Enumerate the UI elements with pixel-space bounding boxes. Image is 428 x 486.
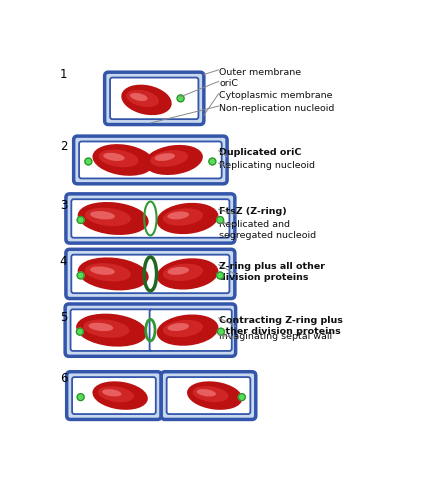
FancyBboxPatch shape <box>110 78 199 119</box>
Ellipse shape <box>103 153 125 161</box>
Text: FtsZ (Z-ring): FtsZ (Z-ring) <box>219 207 287 216</box>
Ellipse shape <box>163 208 203 226</box>
FancyBboxPatch shape <box>150 310 232 351</box>
Ellipse shape <box>83 319 129 338</box>
Ellipse shape <box>98 150 139 167</box>
Ellipse shape <box>163 264 203 281</box>
Ellipse shape <box>157 258 218 290</box>
Text: Outer membrane: Outer membrane <box>219 68 301 77</box>
Circle shape <box>217 328 224 335</box>
Circle shape <box>77 394 84 400</box>
FancyBboxPatch shape <box>105 72 204 124</box>
Ellipse shape <box>187 382 242 410</box>
Text: 6: 6 <box>59 372 67 385</box>
Ellipse shape <box>89 323 113 331</box>
Ellipse shape <box>102 389 122 397</box>
Ellipse shape <box>157 203 218 234</box>
Text: 1: 1 <box>59 68 67 81</box>
FancyBboxPatch shape <box>71 255 229 293</box>
Ellipse shape <box>193 386 229 402</box>
Circle shape <box>76 328 83 335</box>
FancyBboxPatch shape <box>71 310 153 351</box>
FancyBboxPatch shape <box>72 377 156 414</box>
FancyBboxPatch shape <box>74 136 227 184</box>
Text: Contracting Z-ring plus
other division proteins: Contracting Z-ring plus other division p… <box>219 315 343 336</box>
Text: Cytoplasmic membrane: Cytoplasmic membrane <box>219 91 333 101</box>
Ellipse shape <box>76 313 147 347</box>
Circle shape <box>177 95 184 102</box>
Text: Non-replication nucleoid: Non-replication nucleoid <box>219 104 335 113</box>
Ellipse shape <box>77 202 149 235</box>
Ellipse shape <box>150 150 188 167</box>
Ellipse shape <box>130 93 148 101</box>
FancyBboxPatch shape <box>79 141 222 178</box>
Circle shape <box>238 394 245 400</box>
Ellipse shape <box>167 323 189 331</box>
Text: Replicated and
segregated nucleoid: Replicated and segregated nucleoid <box>219 220 316 240</box>
FancyBboxPatch shape <box>71 199 229 238</box>
Ellipse shape <box>92 144 154 176</box>
Ellipse shape <box>85 208 131 226</box>
FancyBboxPatch shape <box>65 304 236 356</box>
Text: 4: 4 <box>59 255 67 268</box>
Circle shape <box>77 217 84 224</box>
Text: Replicating nucleoid: Replicating nucleoid <box>219 161 315 170</box>
FancyBboxPatch shape <box>166 377 250 414</box>
Ellipse shape <box>98 386 134 402</box>
Ellipse shape <box>92 382 148 410</box>
Ellipse shape <box>90 266 115 275</box>
Circle shape <box>217 217 223 224</box>
Circle shape <box>77 272 84 279</box>
Text: Z-ring plus all other
division proteins: Z-ring plus all other division proteins <box>219 262 325 282</box>
Ellipse shape <box>167 211 189 219</box>
Ellipse shape <box>196 389 216 397</box>
Text: Duplicated oriC: Duplicated oriC <box>219 148 302 157</box>
Ellipse shape <box>144 145 203 175</box>
FancyBboxPatch shape <box>66 194 235 243</box>
Ellipse shape <box>90 211 115 220</box>
FancyBboxPatch shape <box>67 372 161 419</box>
Text: 5: 5 <box>59 311 67 324</box>
Circle shape <box>209 158 216 165</box>
Text: Invaginating septal wall: Invaginating septal wall <box>219 332 333 342</box>
Ellipse shape <box>155 153 175 161</box>
FancyBboxPatch shape <box>161 372 256 419</box>
Ellipse shape <box>121 85 172 115</box>
Circle shape <box>85 158 92 165</box>
Text: 3: 3 <box>59 199 67 212</box>
Circle shape <box>217 272 223 279</box>
Ellipse shape <box>126 90 159 107</box>
Ellipse shape <box>85 263 131 281</box>
Ellipse shape <box>167 267 189 275</box>
Ellipse shape <box>157 314 218 346</box>
Text: oriC: oriC <box>219 79 238 88</box>
Ellipse shape <box>163 320 203 337</box>
Ellipse shape <box>77 258 149 291</box>
Text: 2: 2 <box>59 140 67 153</box>
FancyBboxPatch shape <box>66 249 235 298</box>
